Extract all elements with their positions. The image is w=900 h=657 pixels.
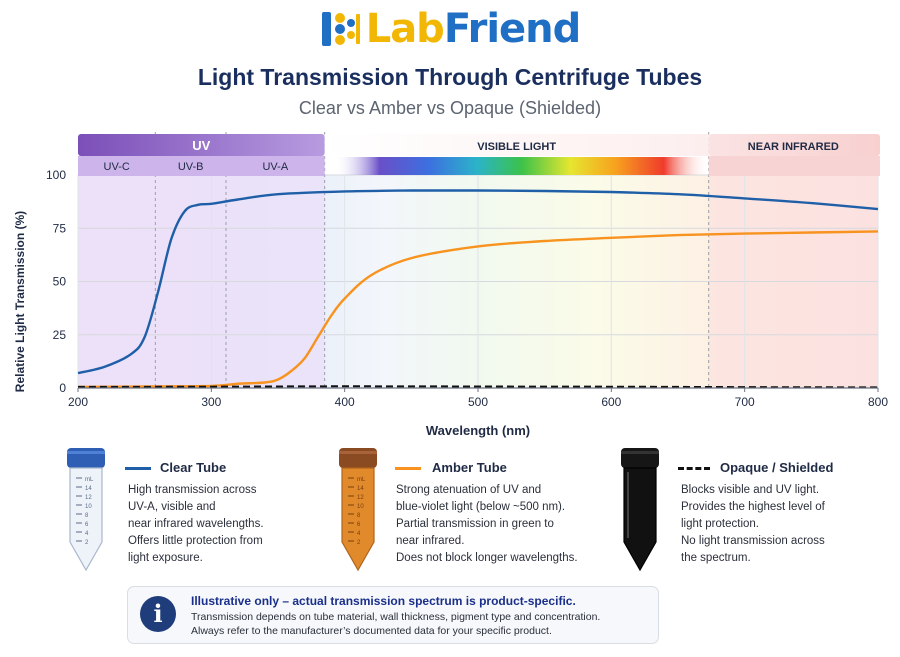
x-axis-label: Wavelength (nm) (426, 423, 530, 438)
amber-desc-line: Partial transmission in green to (396, 518, 554, 530)
opaque-desc-line: Provides the highest level of (681, 501, 825, 513)
labfriend-logo: LabFriend (0, 2, 900, 56)
disclaimer-note: i Illustrative only – actual transmissio… (127, 586, 659, 644)
clear-desc-line: Offers little protection from (128, 535, 263, 547)
transmission-chart: UV VISIBLE LIGHT NEAR INFRARED UV-C UV-B UV-A… (13, 132, 888, 438)
tube-graduation-label: 6 (85, 522, 89, 528)
logo-text: LabFriend (365, 2, 582, 56)
amber-legend-title: Amber Tube (432, 460, 507, 475)
subregion-label: UV-C (104, 161, 130, 173)
tube-graduation-label: 4 (357, 531, 361, 537)
opaque-desc-line: light protection. (681, 518, 759, 530)
tube-graduation-label: mL (85, 477, 94, 483)
opaque-tube-icon (621, 448, 659, 572)
visible-spectrum-bar (334, 157, 709, 175)
amber-tube-icon: mL 14 12 10 8 6 4 2 (339, 448, 377, 572)
amber-desc-line: Does not block longer wavelengths. (396, 552, 578, 564)
page-subtitle: Clear vs Amber vs Opaque (Shielded) (298, 98, 602, 118)
x-tick-label: 400 (335, 395, 355, 409)
clear-legend-title: Clear Tube (160, 460, 227, 475)
amber-desc-line: Strong atenuation of UV and (396, 484, 542, 496)
opaque-legend-title: Opaque / Shielded (720, 460, 834, 475)
region-label: NEAR INFRARED (748, 141, 839, 153)
uv-subheader-band (78, 156, 325, 176)
tube-graduation-label: 2 (85, 540, 89, 546)
tube-graduation-label: 14 (357, 486, 364, 492)
note-line-1: Transmission depends on tube material, w… (191, 611, 601, 623)
page-title: Light Transmission Through Centrifuge Tu… (197, 64, 703, 90)
subregion-label: UV-B (178, 161, 204, 173)
x-tick-label: 500 (468, 395, 488, 409)
clear-desc-line: High transmission across (128, 484, 257, 496)
tube-graduation-label: 12 (85, 495, 92, 501)
y-tick-label: 50 (53, 275, 67, 289)
clear-tube-series (77, 189, 879, 375)
opaque-desc-line: Blocks visible and UV light. (681, 484, 820, 496)
tube-graduation-label: 2 (357, 540, 361, 546)
y-tick-label: 25 (53, 328, 67, 342)
tube-graduation-label: 14 (85, 486, 92, 492)
tube-graduation-label: 10 (357, 504, 364, 510)
x-tick-label: 200 (68, 395, 88, 409)
tube-graduation-label: 12 (357, 495, 364, 501)
region-label: UV (192, 138, 210, 153)
clear-desc-line: near infrared wavelengths. (128, 518, 264, 530)
tube-graduation-label: 10 (85, 504, 92, 510)
clear-tube-icon: mL 14 12 10 8 6 4 2 (67, 448, 105, 572)
amber-tube-series (77, 230, 879, 389)
clear-desc-line: light exposure. (128, 552, 203, 564)
clear-legend-line (125, 467, 151, 470)
amber-legend-description: Strong atenuation of UV and blue-violet … (396, 482, 611, 567)
tube-graduation-label: 8 (85, 513, 89, 519)
tube-graduation-label: 8 (357, 513, 361, 519)
tube-graduation-label: 4 (85, 531, 89, 537)
uv-header-band (78, 134, 325, 156)
opaque-desc-line: No light transmission across (681, 535, 825, 547)
region-label: VISIBLE LIGHT (477, 141, 556, 153)
note-title: Illustrative only – actual transmission … (191, 594, 576, 608)
logo-text-friend: Friend (443, 6, 581, 52)
amber-desc-line: near infrared. (396, 535, 465, 547)
logo-mark-icon (321, 12, 360, 46)
y-tick-label: 0 (59, 381, 66, 395)
x-tick-label: 700 (735, 395, 755, 409)
opaque-desc-line: the spectrum. (681, 552, 751, 564)
x-tick-label: 800 (868, 395, 888, 409)
note-line-2: Always refer to the manufacturer’s docum… (191, 625, 552, 637)
amber-legend-line (395, 467, 421, 470)
nir-header-band (708, 134, 880, 156)
tube-graduation-label: mL (357, 477, 366, 483)
clear-legend-description: High transmission across UV-A, visible a… (128, 482, 328, 567)
x-tick-label: 600 (601, 395, 621, 409)
opaque-legend-line (678, 467, 710, 470)
subregion-label: UV-A (262, 161, 288, 173)
visible-header-band (324, 134, 709, 156)
info-icon: i (140, 596, 176, 632)
y-tick-label: 100 (46, 168, 66, 182)
tube-graduation-label: 6 (357, 522, 361, 528)
logo-text-lab: Lab (365, 6, 445, 52)
amber-desc-line: blue-violet light (below ~500 nm). (396, 501, 566, 513)
nir-subheader-band (708, 156, 880, 176)
y-tick-label: 75 (53, 221, 67, 235)
opaque-tube-series (77, 385, 879, 389)
clear-desc-line: UV-A, visible and (128, 501, 216, 513)
y-axis-label: Relative Light Transmission (%) (13, 211, 27, 392)
x-tick-label: 300 (201, 395, 221, 409)
opaque-legend-description: Blocks visible and UV light. Provides th… (681, 482, 881, 567)
